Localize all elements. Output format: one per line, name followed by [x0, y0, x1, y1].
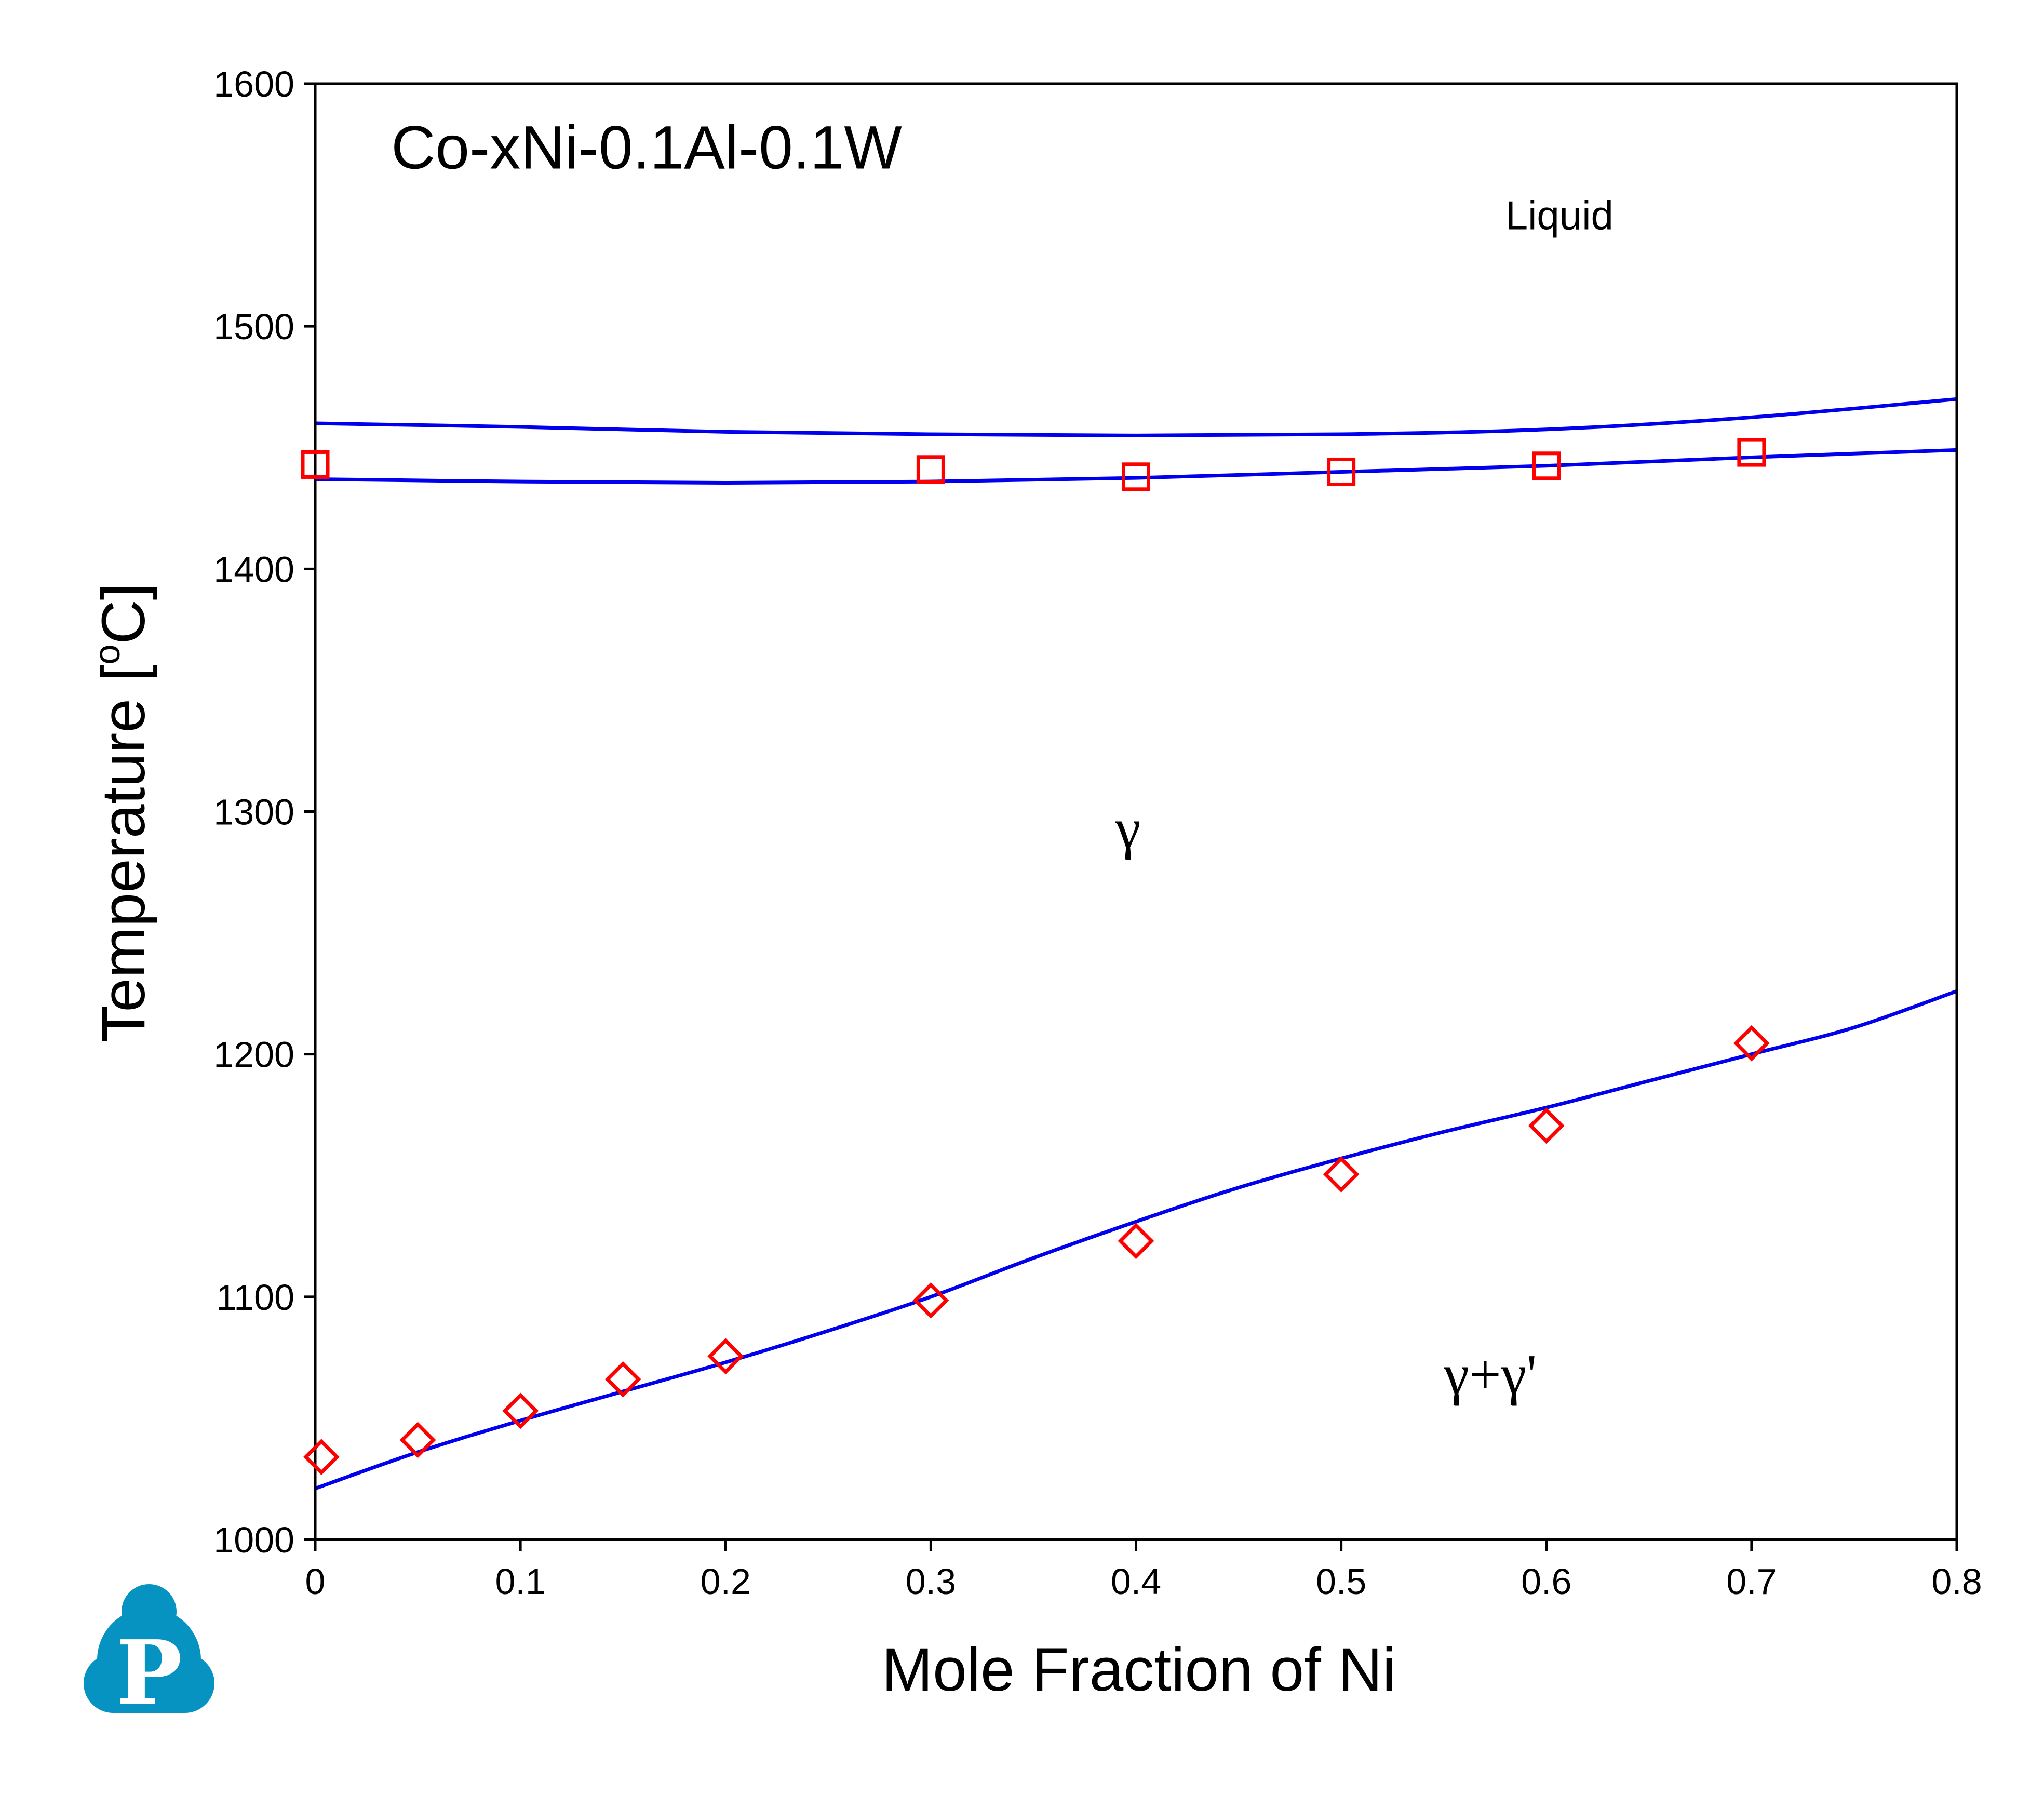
data-point-diamond — [604, 1361, 641, 1398]
y-axis-ticks: 1000 1100 1200 1300 1400 1500 1600 — [213, 64, 315, 1560]
logo-letter: P — [116, 1621, 182, 1725]
data-point-square — [1122, 462, 1150, 491]
data-point-diamond — [502, 1392, 539, 1429]
y-tick-label: 1300 — [213, 792, 294, 833]
logo-cloud-icon — [84, 1584, 214, 1713]
data-point-diamond — [707, 1338, 744, 1375]
x-tick-label: 0.7 — [1726, 1561, 1777, 1602]
y-tick-label: 1100 — [216, 1277, 294, 1318]
phase-label-greek: γ — [1115, 797, 1141, 861]
y-tick-label: 1400 — [213, 549, 294, 590]
series-line-liquidus-calculated — [315, 397, 1957, 437]
data-point-square — [301, 450, 330, 479]
x-tick-label: 0.6 — [1521, 1561, 1571, 1602]
y-axis-title-main: Temperature [ — [89, 664, 158, 1042]
annotations: Co-xNi-0.1Al-0.1W Liquid γ γ+γ' — [391, 114, 1613, 1406]
data-point-square — [1327, 457, 1356, 486]
phase-label-liquid: Liquid — [1505, 192, 1613, 238]
x-tick-label: 0 — [305, 1561, 326, 1602]
data-point-diamond — [303, 1439, 340, 1476]
x-tick-label: 0.4 — [1111, 1561, 1161, 1602]
company-logo: P — [84, 1584, 214, 1725]
y-axis-title-degree: o — [87, 645, 127, 665]
data-point-diamond — [1733, 1025, 1770, 1062]
data-point-diamond — [1323, 1156, 1360, 1193]
x-tick-label: 0.8 — [1931, 1561, 1982, 1602]
series-line-solvus-calculated — [315, 989, 1957, 1491]
y-tick-label: 1000 — [213, 1520, 294, 1560]
composition-label: Co-xNi-0.1Al-0.1W — [391, 114, 902, 182]
y-tick-label: 1200 — [213, 1035, 294, 1075]
x-tick-label: 0.5 — [1316, 1561, 1366, 1602]
data-point-diamond — [1528, 1107, 1565, 1144]
y-tick-label: 1600 — [213, 64, 294, 104]
data-point-diamond — [912, 1282, 949, 1319]
phase-label-greek: γ+γ' — [1443, 1343, 1537, 1406]
plot-series — [315, 397, 1957, 1491]
data-point-square — [916, 455, 945, 484]
x-axis-title: Mole Fraction of Ni — [882, 1636, 1396, 1704]
x-axis-ticks: 0 0.1 0.2 0.3 0.4 0.5 0.6 0.7 0.8 — [305, 1539, 1982, 1602]
x-tick-label: 0.3 — [906, 1561, 956, 1602]
y-axis-title-unit: C] — [89, 583, 158, 645]
series-line-solidus-calculated — [315, 448, 1957, 485]
data-point-square — [1532, 451, 1561, 480]
x-tick-label: 0.1 — [495, 1561, 545, 1602]
x-tick-label: 0.2 — [701, 1561, 751, 1602]
data-point-square — [1737, 438, 1766, 467]
y-axis-title: Temperature [oC] — [87, 583, 158, 1043]
data-point-diamond — [1118, 1223, 1154, 1260]
y-tick-label: 1500 — [213, 306, 294, 347]
data-point-diamond — [399, 1422, 436, 1458]
